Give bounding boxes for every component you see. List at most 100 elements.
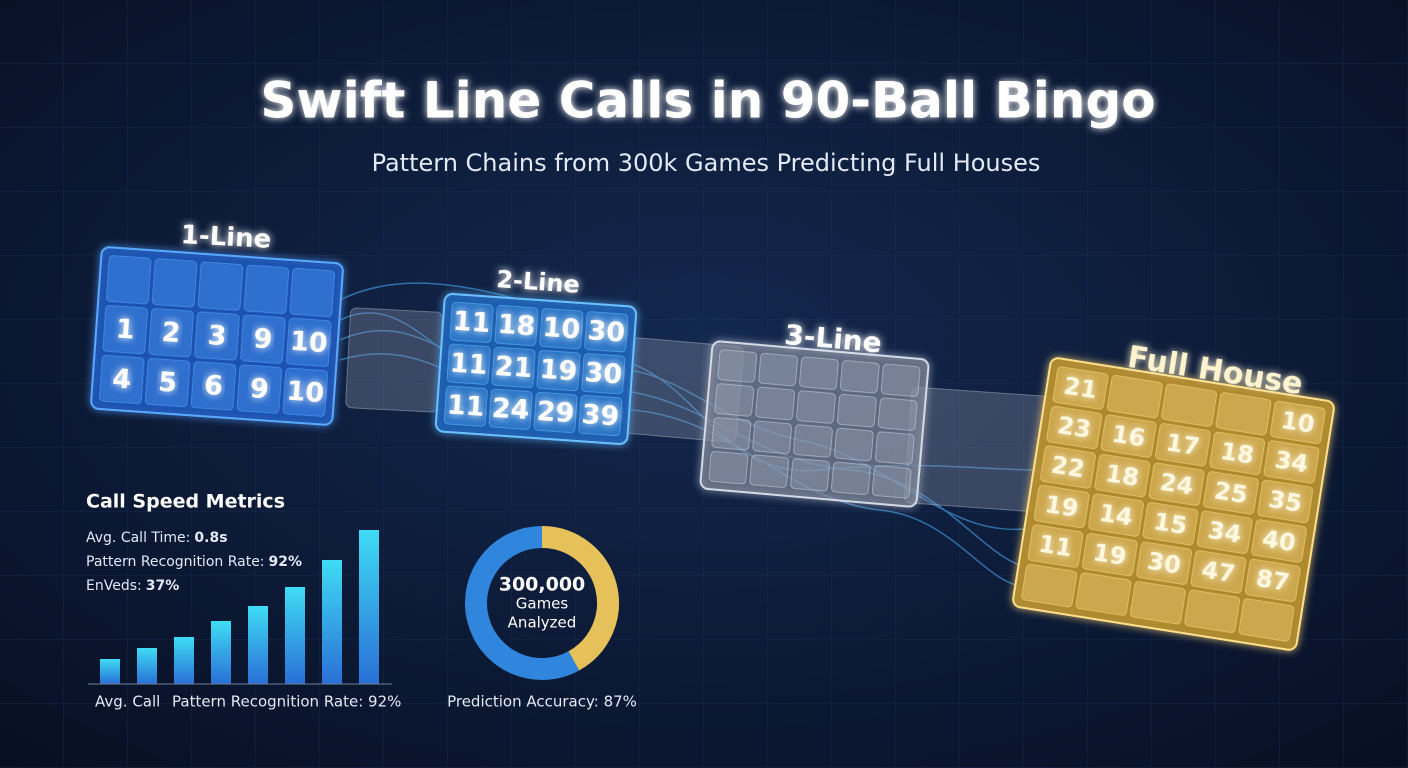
stage-label: 2-Line — [495, 265, 580, 299]
card-cell — [1238, 598, 1295, 642]
card-cell — [285, 317, 332, 368]
metric-line: EnVeds: 37% — [86, 578, 179, 594]
card-cell — [240, 314, 286, 364]
card-cell — [1021, 563, 1078, 608]
card-number: 35 — [1267, 485, 1304, 518]
card-cell — [1244, 558, 1301, 603]
card-cell — [197, 261, 244, 311]
card-number: 15 — [1152, 507, 1189, 540]
card-cell — [790, 458, 830, 492]
card-cell — [151, 258, 198, 308]
bingo-card: 1 2 3 9 10 4 5 6 9 10 — [90, 246, 344, 426]
card-number: 19 — [1091, 538, 1128, 571]
card-cell — [494, 304, 539, 347]
card-cell — [1142, 502, 1199, 546]
card-cell — [148, 308, 194, 358]
bar — [137, 648, 157, 684]
card-cell — [282, 367, 329, 417]
card-cell — [830, 461, 871, 496]
card-cell — [1040, 445, 1096, 489]
card-cell — [755, 386, 796, 421]
card-number: 30 — [1145, 547, 1182, 580]
bar — [285, 587, 305, 684]
card-number: 19 — [539, 354, 579, 388]
card-cell — [449, 301, 494, 344]
card-cell — [796, 390, 836, 424]
donut-segment — [541, 526, 619, 671]
card-number: 23 — [1056, 411, 1093, 444]
card-number: 25 — [1212, 476, 1249, 509]
card-number: 10 — [542, 312, 582, 346]
card-cell — [874, 431, 915, 465]
card-cell — [1215, 392, 1272, 436]
card-cell — [877, 397, 918, 431]
card-number: 2 — [161, 317, 182, 349]
card-number: 24 — [491, 393, 531, 427]
card-number: 19 — [1043, 490, 1080, 523]
card-cell — [758, 352, 799, 387]
metric-value: 37% — [146, 578, 180, 594]
card-cell — [1136, 541, 1193, 585]
card-cell — [446, 343, 491, 385]
metric-value: 0.8s — [194, 530, 227, 546]
card-cell — [1161, 383, 1218, 427]
card-cell — [584, 311, 629, 353]
card-cell — [799, 356, 839, 390]
card-cell — [1081, 532, 1138, 577]
card-cell — [749, 454, 790, 488]
card-cell — [105, 255, 152, 305]
card-number: 9 — [252, 323, 273, 355]
bar — [174, 637, 194, 684]
card-number: 18 — [1219, 437, 1256, 470]
card-cell — [102, 304, 149, 355]
subtitle: Pattern Chains from 300k Games Predictin… — [372, 149, 1041, 177]
card-number: 18 — [497, 309, 537, 343]
card-cell — [1106, 374, 1163, 419]
card-number: 1 — [115, 313, 136, 345]
card-number: 47 — [1200, 555, 1237, 588]
card-cell — [1088, 493, 1144, 537]
card-number: 24 — [1158, 468, 1195, 501]
card-cell — [1190, 550, 1247, 594]
card-cell — [1129, 581, 1186, 625]
card-cell — [1052, 366, 1109, 410]
card-cell — [443, 385, 488, 427]
card-cell — [194, 311, 240, 361]
card-cell — [752, 420, 793, 455]
card-cell — [717, 349, 758, 383]
card-number: 21 — [494, 351, 534, 385]
card-cell — [539, 308, 584, 350]
card-cell — [880, 363, 921, 398]
card-cell — [1196, 510, 1253, 555]
metric-label: Pattern Recognition Rate: — [86, 554, 265, 570]
card-number: 11 — [1037, 530, 1074, 563]
card-cell — [190, 361, 237, 411]
donut-center-text: Analyzed — [508, 614, 577, 632]
card-cell — [488, 388, 533, 430]
metrics-title: Call Speed Metrics — [86, 491, 285, 513]
card-number: 14 — [1097, 499, 1134, 532]
card-cell — [839, 360, 880, 394]
metric-label: Avg. Call Time: — [86, 530, 190, 546]
metric-value: 92% — [269, 554, 303, 570]
donut-caption: Prediction Accuracy: 87% — [447, 693, 637, 711]
card-number: 34 — [1206, 516, 1243, 549]
card-cell — [236, 364, 283, 414]
card-number: 10 — [285, 376, 325, 410]
metric-label: EnVeds: — [86, 578, 142, 594]
card-number: 30 — [584, 357, 624, 391]
bar — [100, 659, 120, 684]
bar — [359, 530, 379, 684]
card-cell — [1094, 453, 1151, 498]
card-number: 16 — [1110, 420, 1147, 453]
bar — [322, 560, 342, 684]
donut-center-text: Games — [516, 595, 569, 613]
card-cell — [1203, 471, 1259, 515]
bar-caption: Avg. Call — [95, 693, 160, 711]
card-cell — [1251, 519, 1307, 563]
card-cell — [1075, 572, 1132, 616]
card-cell — [533, 391, 578, 434]
card-cell — [289, 267, 336, 318]
card-cell — [491, 346, 536, 389]
